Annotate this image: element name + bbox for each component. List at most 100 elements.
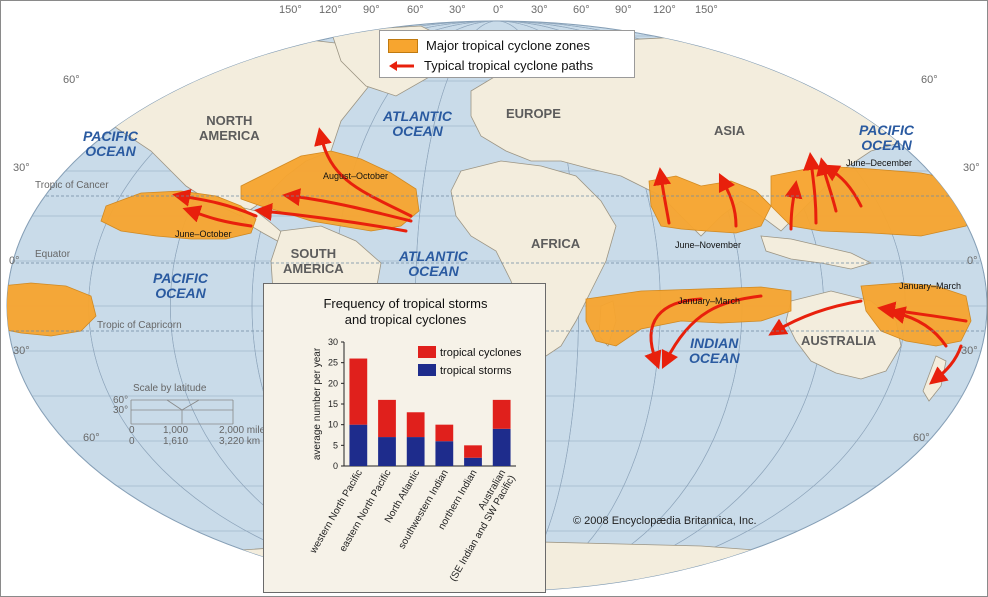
zone-label-jan-mar-indian: January–March [678, 296, 741, 306]
latitude-label: 60° [63, 74, 80, 86]
map-legend: Major tropical cyclone zones Typical tro… [379, 30, 635, 78]
longitude-label: 90° [363, 4, 380, 16]
latitude-label: 0° [967, 255, 978, 267]
longitude-label: 90° [615, 4, 632, 16]
path-epac-2 [182, 205, 253, 228]
longitude-label: 120° [653, 4, 676, 16]
path-aus-1 [768, 299, 863, 336]
longitude-label: 150° [279, 4, 302, 16]
tropic-of-cancer-label: Tropic of Cancer [35, 180, 109, 191]
legend-swatch [418, 346, 436, 358]
chart-plot: 0 5 10 15 20 25 30 average number per year weste… [308, 337, 522, 583]
scale-miles-2000: 2,000 miles [219, 425, 271, 436]
continent-label-south-america: SOUTH AMERICA [283, 246, 344, 276]
x-tick-label-line: eastern North Pacific [338, 468, 394, 554]
path-nind-2 [718, 172, 738, 228]
chart-title-line: Frequency of tropical storms [323, 296, 488, 311]
latitude-label: 30° [13, 162, 30, 174]
latitude-label: 0° [9, 255, 20, 267]
legend-zones-label: Major tropical cyclone zones [426, 38, 591, 53]
zone-label-jun-nov: June–November [675, 240, 742, 250]
scale-miles-0: 0 [129, 425, 135, 436]
path-wpac-4 [821, 164, 863, 208]
y-tick-label: 30 [328, 337, 338, 347]
path-aus-3 [887, 306, 948, 348]
legend-zones: Major tropical cyclone zones [388, 38, 590, 53]
continent-label-africa: AFRICA [531, 236, 581, 251]
ocean-label-pacific-north-west: PACIFIC OCEAN [83, 128, 138, 159]
path-atlantic-2 [282, 188, 413, 223]
scale-km-1610: 1,610 [163, 436, 189, 447]
frequency-chart: Frequency of tropical storms and tropica… [263, 283, 546, 593]
continent-label-europe: EUROPE [506, 106, 561, 121]
copyright-notice: © 2008 Encyclopædia Britannica, Inc. [573, 515, 757, 527]
scale-diagram [130, 399, 234, 425]
scale-lat-60: 60° [113, 395, 129, 406]
latitude-label: 30° [961, 345, 978, 357]
ocean-label-indian: INDIAN OCEAN [689, 335, 740, 366]
bar-segment [464, 445, 482, 458]
bar-segment [492, 399, 511, 429]
bar-segment [464, 457, 482, 466]
legend-paths-label: Typical tropical cyclone paths [424, 58, 594, 73]
legend-paths: Typical tropical cyclone paths [388, 58, 593, 73]
zone-label-jun-dec: June–December [846, 158, 913, 168]
path-wpac-1 [784, 180, 803, 231]
scale-miles-1000: 1,000 [163, 425, 189, 436]
legend-swatch [418, 364, 436, 376]
y-tick-label: 10 [328, 420, 338, 430]
bar-segment [492, 428, 511, 466]
chart-title: Frequency of tropical storms and tropica… [264, 296, 547, 328]
longitude-label: 0° [493, 4, 504, 16]
legend-label: tropical cyclones [440, 347, 522, 359]
y-axis-label: average number per year [312, 347, 323, 460]
latitude-label: 60° [83, 432, 100, 444]
y-tick-label: 20 [328, 378, 338, 388]
continent-label-asia: ASIA [714, 123, 746, 138]
path-epac-1 [172, 188, 258, 218]
longitude-label: 60° [407, 4, 424, 16]
y-tick-label: 0 [333, 461, 338, 471]
zone-northern-indian [648, 175, 772, 234]
ocean-label-pacific-north-east: PACIFIC OCEAN [859, 122, 914, 153]
chart-title-line: and tropical cyclones [344, 312, 467, 327]
path-nind-1 [653, 167, 672, 225]
path-atlantic-1 [314, 127, 413, 218]
latitude-label: 30° [13, 345, 30, 357]
path-sind-1 [644, 297, 703, 370]
x-tick-label-line: western North Pacific [308, 468, 365, 556]
latitude-label: 30° [963, 162, 980, 174]
legend-label: tropical storms [440, 365, 512, 377]
longitude-label: 120° [319, 4, 342, 16]
arrow-icon [389, 60, 414, 71]
longitude-label: 30° [531, 4, 548, 16]
cyclone-paths [172, 127, 968, 385]
zone-label-aug-oct: August–October [323, 171, 389, 181]
scale-km-3220: 3,220 km [219, 436, 261, 447]
bar-segment [406, 412, 425, 438]
y-tick-label: 25 [328, 358, 338, 368]
bar-segment [349, 358, 368, 425]
scale-lat-30: 30° [113, 405, 129, 416]
longitude-label: 30° [449, 4, 466, 16]
x-tick-label: western North Pacific [308, 468, 365, 556]
bar-segment [378, 437, 396, 466]
ocean-label-atlantic-north: ATLANTIC OCEAN [383, 108, 452, 139]
longitude-label: 60° [573, 4, 590, 16]
bar-segment [349, 424, 368, 466]
continent-label-australia: AUSTRALIA [801, 333, 877, 348]
ocean-label-atlantic-south: ATLANTIC OCEAN [399, 248, 468, 279]
zone-swatch [388, 38, 418, 53]
y-tick-label: 15 [328, 399, 338, 409]
continent-label-north-america: NORTH AMERICA [199, 113, 260, 143]
zone-label-jan-mar-pacific: January–March [899, 281, 962, 291]
ocean-label-pacific-south: PACIFIC OCEAN [153, 270, 208, 301]
land-africa [450, 160, 617, 357]
y-tick-label: 5 [333, 440, 338, 450]
land-southeast-asia-islands [760, 235, 873, 270]
bar-segment [378, 399, 396, 438]
equator-label: Equator [35, 249, 71, 260]
scale-title: Scale by latitude [133, 383, 207, 394]
tropic-of-capricorn-label: Tropic of Capricorn [97, 320, 182, 331]
